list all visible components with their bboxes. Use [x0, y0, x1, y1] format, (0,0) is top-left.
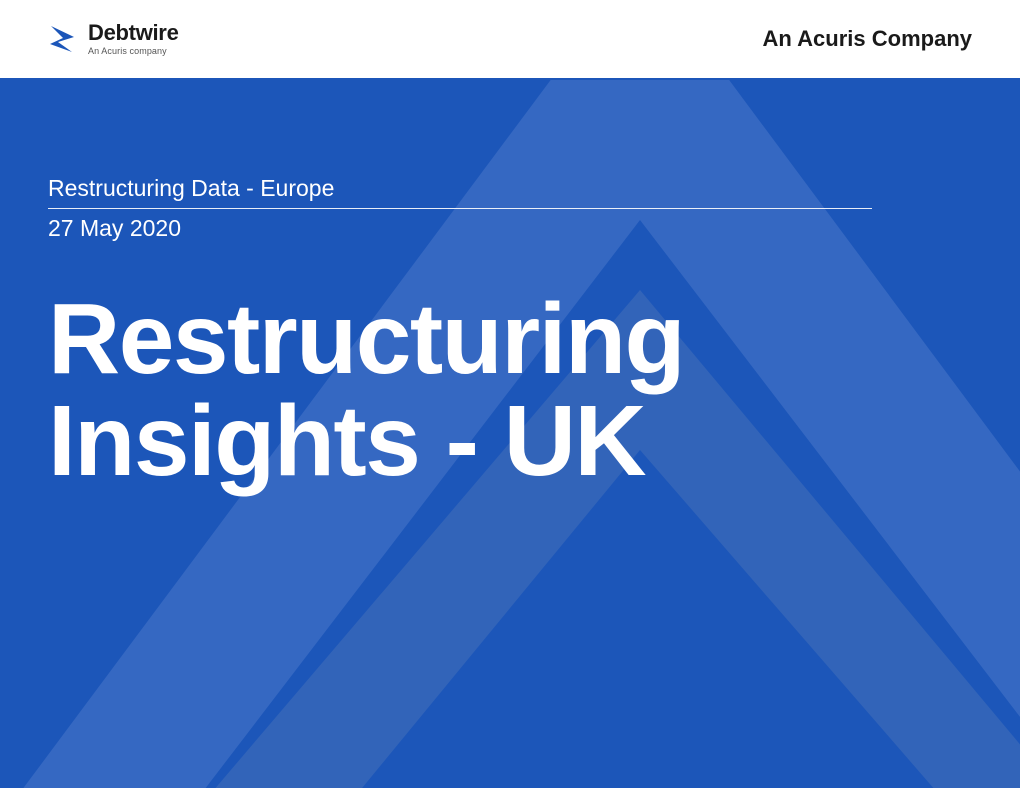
title-line-1: Restructuring — [48, 283, 684, 395]
report-category: Restructuring Data - Europe — [48, 175, 872, 209]
brand-mark-icon — [48, 22, 78, 56]
brand-subtitle: An Acuris company — [88, 47, 179, 56]
report-title: Restructuring Insights - UK — [48, 288, 872, 492]
brand-name: Debtwire — [88, 22, 179, 44]
title-line-2: Insights - UK — [48, 385, 645, 497]
brand-logo: Debtwire An Acuris company — [48, 22, 179, 56]
header-company-label: An Acuris Company — [763, 26, 972, 52]
report-date: 27 May 2020 — [48, 215, 872, 242]
hero-panel: Restructuring Data - Europe 27 May 2020 … — [0, 80, 1020, 788]
page-header: Debtwire An Acuris company An Acuris Com… — [0, 0, 1020, 80]
hero-content: Restructuring Data - Europe 27 May 2020 … — [0, 80, 920, 492]
brand-text: Debtwire An Acuris company — [88, 22, 179, 56]
